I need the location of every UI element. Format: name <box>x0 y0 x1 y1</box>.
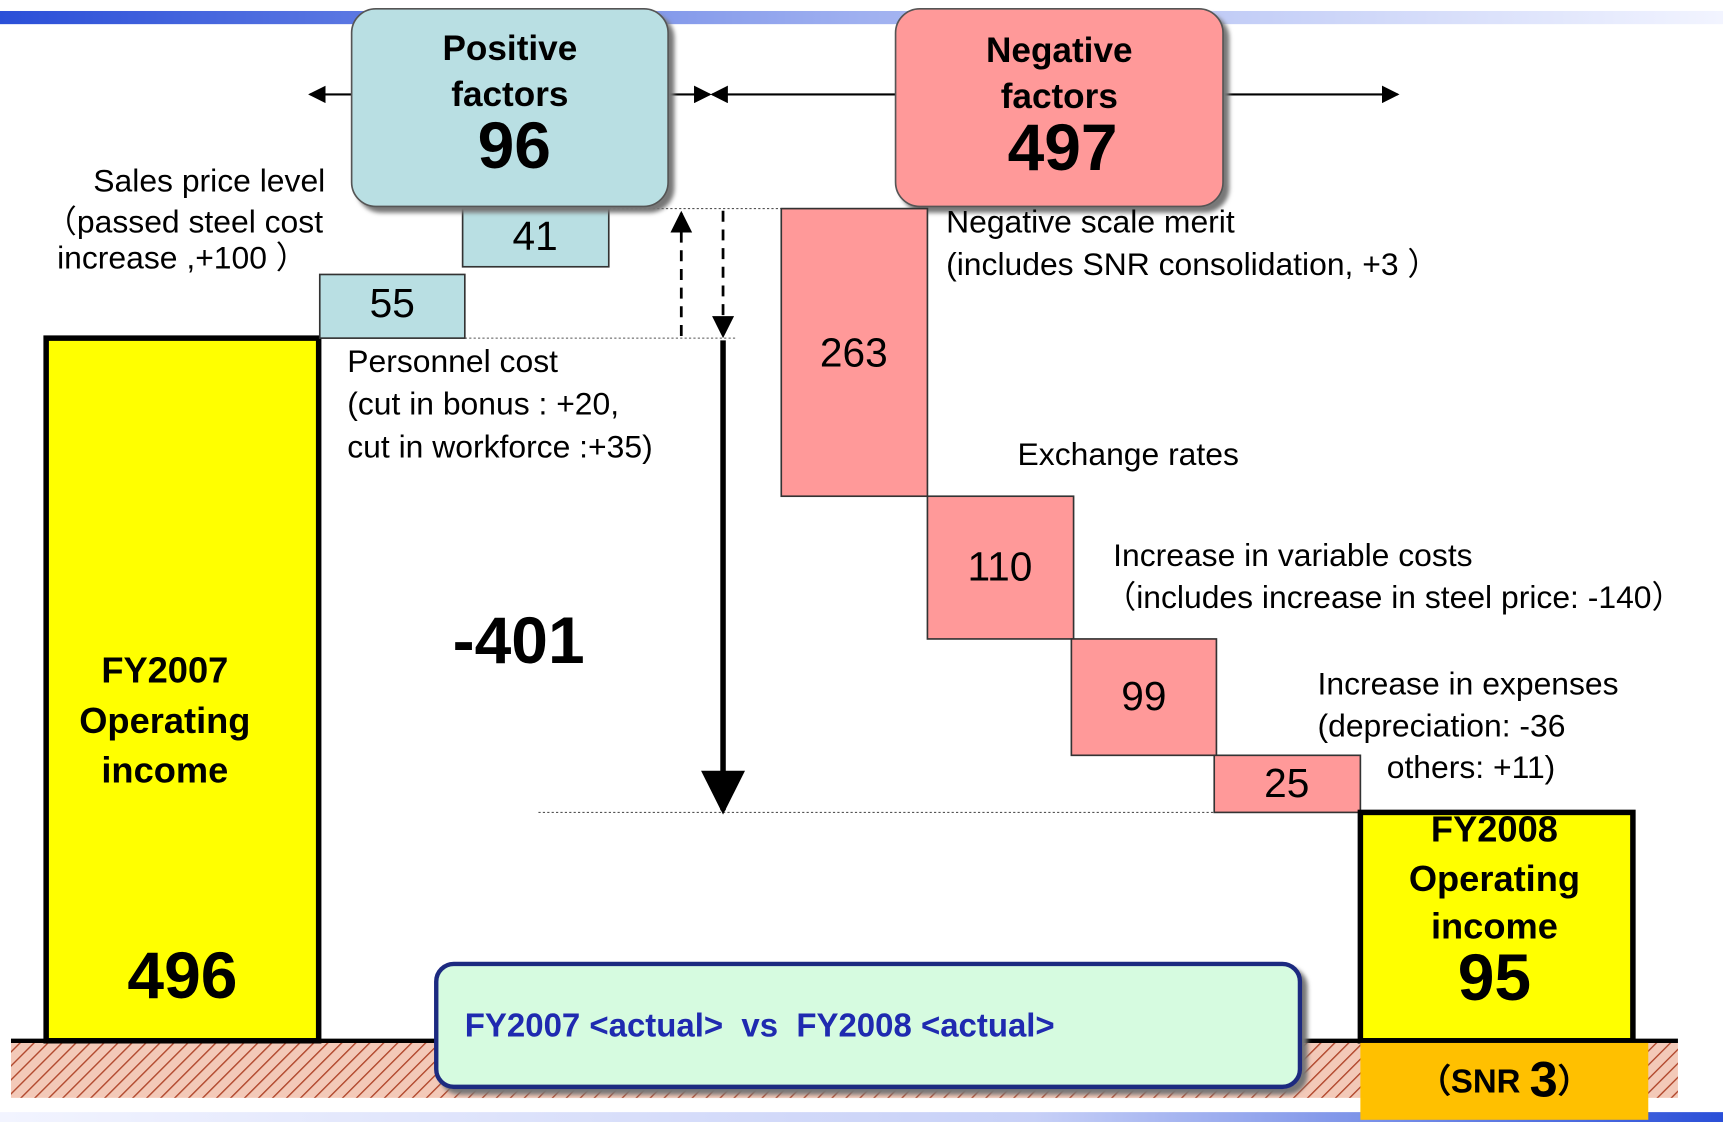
step-label: others: +11) <box>1387 749 1556 785</box>
step-label: Increase in expenses <box>1318 666 1619 702</box>
start-label: Operating <box>79 700 250 741</box>
negative-bar <box>780 207 929 498</box>
step-label: Sales price level <box>93 163 325 199</box>
footer-box <box>434 961 1303 1090</box>
step-label: Increase in variable costs <box>1113 537 1472 573</box>
step-label: (includes SNR consolidation, +3 ） <box>946 246 1439 282</box>
positive-bar <box>461 207 610 268</box>
step-label: Personnel cost <box>347 343 558 379</box>
step-label: Exchange rates <box>1018 436 1239 472</box>
start-label: FY2007 <box>101 650 228 691</box>
snr-prefix: （SNR <box>1418 1062 1521 1099</box>
box-value: 497 <box>1008 110 1118 184</box>
start-value: 496 <box>127 938 237 1012</box>
end-label: FY2008 <box>1431 809 1558 850</box>
net-change: -401 <box>453 603 585 677</box>
snr-box <box>1360 1042 1649 1120</box>
snr-text: （SNR 3） <box>1418 1051 1591 1108</box>
bottom-band <box>0 1112 1723 1122</box>
positive-bar <box>318 273 466 339</box>
positive-box <box>350 7 669 208</box>
footer-text: FY2007 <actual> vs FY2008 <actual> <box>465 1006 1055 1043</box>
negative-bar <box>1070 638 1218 757</box>
step-label: cut in workforce :+35) <box>347 428 652 464</box>
negative-bar <box>1213 754 1362 814</box>
box-value: 96 <box>478 108 551 182</box>
step-label: Negative scale merit <box>946 203 1235 239</box>
negative-bar <box>926 495 1075 640</box>
bar-value: 110 <box>968 544 1033 590</box>
box-title: factors <box>451 75 568 114</box>
snr-value: 3 <box>1530 1051 1558 1108</box>
end-label: income <box>1431 905 1558 946</box>
step-label: （passed steel cost <box>45 203 323 239</box>
step-label: increase ,+100 ） <box>57 240 308 276</box>
step-label: (depreciation: -36 <box>1318 707 1566 743</box>
step-label: （includes increase in steel price: -140） <box>1104 579 1683 615</box>
end-bar <box>1357 809 1636 1044</box>
box-title: Positive <box>442 29 577 68</box>
bar-value: 41 <box>513 213 558 259</box>
start-bar <box>43 335 322 1044</box>
step-label: (cut in bonus : +20, <box>347 386 619 422</box>
top-band <box>0 10 1723 25</box>
bar-value: 263 <box>820 329 888 375</box>
box-title: Negative <box>986 31 1132 70</box>
bar-value: 99 <box>1121 673 1166 719</box>
snr-suffix: ） <box>1558 1062 1591 1099</box>
bar-value: 25 <box>1264 760 1309 806</box>
box-title: factors <box>1001 77 1118 116</box>
end-label: Operating <box>1409 858 1580 899</box>
end-value: 95 <box>1458 940 1531 1014</box>
negative-box <box>894 7 1224 208</box>
start-label: income <box>101 749 228 790</box>
bar-value: 55 <box>370 280 415 326</box>
